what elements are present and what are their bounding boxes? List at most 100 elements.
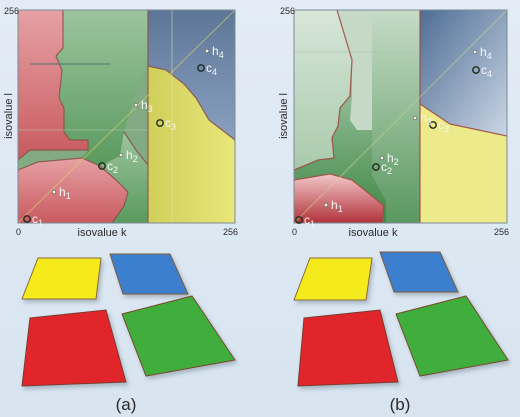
region-yellow xyxy=(420,104,507,223)
point-label-subscript: 3 xyxy=(148,104,153,114)
heatmap-a xyxy=(17,9,236,224)
tile-blue xyxy=(109,253,189,295)
c1-label: c1 xyxy=(304,213,315,229)
c1-label: c1 xyxy=(32,212,43,228)
region-red-lower xyxy=(294,174,384,223)
x-axis-label: isovalue k xyxy=(349,227,398,239)
point-label-subscript: 4 xyxy=(219,50,224,60)
point-label-base: c xyxy=(304,213,310,227)
tile-red xyxy=(21,309,127,387)
h1-marker xyxy=(51,189,57,195)
region-light-upper xyxy=(294,10,352,170)
tile-green xyxy=(121,295,236,377)
h4-marker xyxy=(472,49,478,55)
c3-label: c3 xyxy=(165,116,176,132)
h2-marker xyxy=(118,152,124,158)
c2-marker xyxy=(98,162,106,170)
x-max-label: 256 xyxy=(223,227,238,237)
c3-marker xyxy=(429,121,437,129)
region-blue xyxy=(148,10,235,140)
y-max-label: 256 xyxy=(280,6,295,16)
region-green-right xyxy=(372,10,420,223)
y-axis-label: isovalue l xyxy=(278,93,290,139)
point-label-base: h xyxy=(212,44,219,58)
c4-marker xyxy=(472,66,480,74)
x-axis-label: isovalue k xyxy=(78,227,127,239)
point-label-base: h xyxy=(480,45,487,59)
point-label-subscript: 2 xyxy=(394,157,399,167)
tile-yellow xyxy=(293,257,373,301)
point-label-base: c xyxy=(107,159,113,173)
y-max-label: 256 xyxy=(4,6,19,16)
region-blue xyxy=(420,10,507,136)
h2-label: h2 xyxy=(126,148,138,164)
h1-label: h1 xyxy=(59,185,71,201)
region-yellow xyxy=(148,66,235,223)
h3-label: h3 xyxy=(141,98,153,114)
panel-a: 256 0 256 isovalue k isovalue l c1h1c2h2… xyxy=(3,6,238,414)
region-red-upper xyxy=(18,10,88,160)
c2-marker xyxy=(372,163,380,171)
c3-marker xyxy=(156,119,164,127)
tile-red xyxy=(297,309,399,387)
point-label-subscript: 3 xyxy=(444,124,449,134)
h3-marker xyxy=(133,102,139,108)
tile-blue xyxy=(379,251,459,293)
x-max-label: 256 xyxy=(494,227,509,237)
point-label-subscript: 1 xyxy=(66,191,71,201)
point-label-base: h xyxy=(331,198,338,212)
tile-green xyxy=(395,295,509,377)
h2-marker xyxy=(379,155,385,161)
c3-label: c3 xyxy=(438,118,449,134)
h3-label: h3 xyxy=(420,111,432,127)
h3-marker xyxy=(412,115,418,121)
c4-label: c4 xyxy=(206,61,217,77)
c1-marker xyxy=(295,216,303,224)
x-min-label: 0 xyxy=(16,227,21,237)
point-label-subscript: 1 xyxy=(310,219,315,229)
c2-label: c2 xyxy=(107,159,118,175)
tile-yellow xyxy=(21,257,102,300)
point-label-base: c xyxy=(438,118,444,132)
tiles-b xyxy=(293,251,509,387)
c4-label: c4 xyxy=(481,63,492,79)
caption-b: (b) xyxy=(390,395,411,414)
h4-marker xyxy=(204,48,210,54)
point-label-base: h xyxy=(420,111,427,125)
point-label-base: c xyxy=(381,160,387,174)
point-label-subscript: 4 xyxy=(487,51,492,61)
c1-marker xyxy=(23,215,31,223)
tiles-a xyxy=(21,253,236,387)
c2-label: c2 xyxy=(381,160,392,176)
h2-label: h2 xyxy=(387,151,399,167)
region-red-lower xyxy=(18,158,128,223)
region-green-upper xyxy=(56,10,148,166)
point-label-base: h xyxy=(387,151,394,165)
heatmap-b xyxy=(293,9,508,224)
point-label-base: h xyxy=(141,98,148,112)
point-label-subscript: 2 xyxy=(387,166,392,176)
panel-b: 256 0 256 isovalue k isovalue l c1h1c2h2… xyxy=(278,6,509,414)
point-label-subscript: 3 xyxy=(427,117,432,127)
point-label-subscript: 1 xyxy=(338,204,343,214)
h1-marker xyxy=(323,202,329,208)
point-label-subscript: 1 xyxy=(38,218,43,228)
point-label-base: c xyxy=(32,212,38,226)
point-label-subscript: 4 xyxy=(487,69,492,79)
x-min-label: 0 xyxy=(292,227,297,237)
h4-label: h4 xyxy=(212,44,224,60)
caption-a: (a) xyxy=(116,395,137,414)
y-axis-label: isovalue l xyxy=(3,93,15,139)
point-label-base: h xyxy=(59,185,66,199)
point-label-subscript: 2 xyxy=(113,165,118,175)
h1-label: h1 xyxy=(331,198,343,214)
point-label-subscript: 3 xyxy=(171,122,176,132)
point-label-subscript: 2 xyxy=(133,154,138,164)
point-label-base: c xyxy=(206,61,212,75)
c4-marker xyxy=(197,64,205,72)
region-green-lower xyxy=(100,132,148,223)
